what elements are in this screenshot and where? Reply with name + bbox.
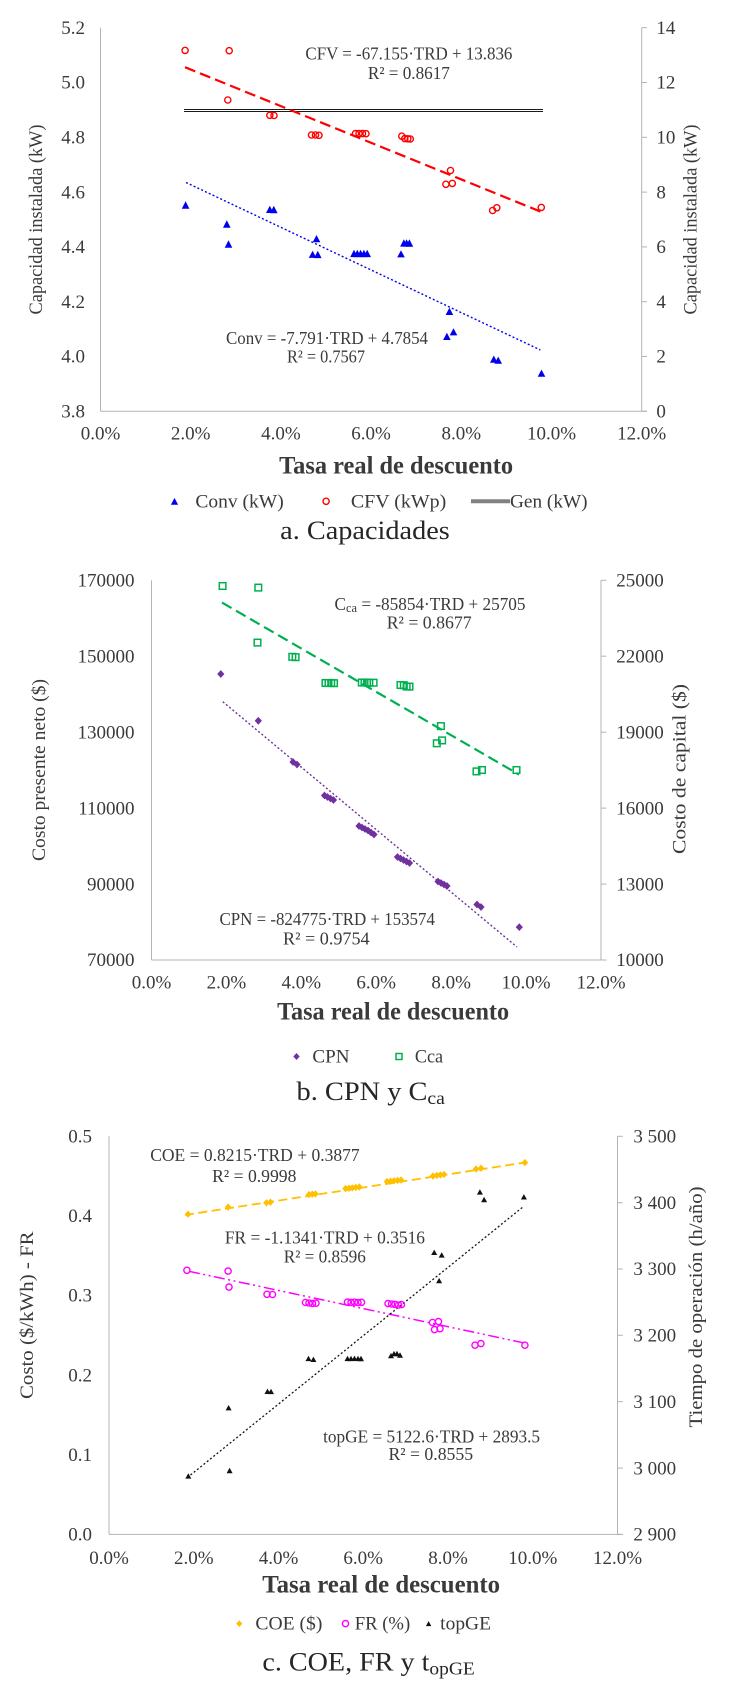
svg-text:Conv = -7.791·TRD + 4.7854: Conv = -7.791·TRD + 4.7854: [226, 328, 428, 348]
svg-text:130000: 130000: [78, 722, 135, 743]
svg-text:150000: 150000: [78, 646, 135, 667]
svg-text:5.2: 5.2: [61, 18, 85, 39]
svg-text:5.0: 5.0: [61, 73, 85, 94]
svg-text:10: 10: [656, 128, 675, 149]
svg-text:FR (%): FR (%): [355, 1614, 411, 1635]
svg-text:0.3: 0.3: [68, 1286, 92, 1307]
svg-text:70000: 70000: [87, 950, 135, 971]
svg-text:2: 2: [656, 347, 666, 368]
svg-text:4.0%: 4.0%: [259, 1548, 299, 1569]
svg-text:a. Capacidades: a. Capacidades: [280, 516, 450, 545]
svg-text:0.5: 0.5: [68, 1127, 92, 1148]
svg-text:3 300: 3 300: [633, 1259, 676, 1280]
svg-text:110000: 110000: [78, 798, 134, 819]
svg-text:CPN: CPN: [312, 1047, 349, 1068]
svg-text:4.0%: 4.0%: [282, 973, 322, 994]
svg-text:4: 4: [656, 292, 666, 313]
svg-text:Conv (kW): Conv (kW): [195, 491, 283, 512]
svg-text:Cca = -85854·TRD + 25705: Cca = -85854·TRD + 25705: [335, 594, 526, 615]
svg-text:12.0%: 12.0%: [617, 424, 666, 445]
svg-text:10000: 10000: [616, 950, 664, 971]
svg-text:4.6: 4.6: [61, 182, 85, 203]
svg-text:16000: 16000: [616, 798, 664, 819]
svg-text:Tasa real de descuento: Tasa real de descuento: [277, 998, 509, 1025]
svg-text:22000: 22000: [616, 646, 664, 667]
svg-text:0.2: 0.2: [68, 1365, 92, 1386]
svg-text:c. COE, FR y topGE: c. COE, FR y t opGE: [262, 1648, 474, 1679]
svg-text:12.0%: 12.0%: [593, 1548, 642, 1569]
svg-text:R² = 0.8555: R² = 0.8555: [388, 1444, 473, 1464]
svg-text:COE ($): COE ($): [255, 1614, 322, 1635]
svg-text:6.0%: 6.0%: [343, 1548, 383, 1569]
svg-text:13000: 13000: [616, 874, 664, 895]
svg-text:10.0%: 10.0%: [502, 973, 551, 994]
svg-text:6.0%: 6.0%: [351, 424, 391, 445]
svg-text:0.0%: 0.0%: [89, 1548, 129, 1569]
svg-text:2 900: 2 900: [633, 1525, 676, 1546]
svg-text:0.1: 0.1: [68, 1445, 92, 1466]
svg-text:3 500: 3 500: [633, 1127, 676, 1148]
svg-text:R² = 0.9998: R² = 0.9998: [212, 1166, 296, 1186]
svg-text:Costo de capital ($): Costo de capital ($): [670, 684, 691, 854]
svg-text:Cca: Cca: [415, 1047, 444, 1068]
svg-text:3 000: 3 000: [633, 1458, 676, 1479]
svg-text:4.2: 4.2: [61, 292, 85, 313]
svg-text:2.0%: 2.0%: [207, 973, 247, 994]
svg-text:4.0: 4.0: [61, 347, 85, 368]
svg-text:Capacidad instalada (kW): Capacidad instalada (kW): [681, 125, 702, 315]
svg-text:b. CPN y Cca: b. CPN y Cca: [297, 1077, 445, 1108]
svg-text:Tasa real de descuento: Tasa real de descuento: [262, 1572, 500, 1599]
svg-text:12: 12: [656, 73, 675, 94]
svg-text:2.0%: 2.0%: [171, 424, 211, 445]
svg-text:topGE: topGE: [440, 1614, 491, 1635]
svg-text:COE = 0.8215·TRD + 0.3877: COE = 0.8215·TRD + 0.3877: [150, 1145, 359, 1165]
svg-text:0.0: 0.0: [68, 1525, 92, 1546]
svg-text:R² = 0.8617: R² = 0.8617: [368, 63, 450, 83]
svg-text:R² = 0.9754: R² = 0.9754: [283, 928, 370, 948]
svg-text:Gen (kW): Gen (kW): [510, 491, 588, 512]
svg-text:3 100: 3 100: [633, 1392, 676, 1413]
svg-text:10.0%: 10.0%: [508, 1548, 557, 1569]
svg-text:3 400: 3 400: [633, 1193, 676, 1214]
svg-text:10.0%: 10.0%: [527, 424, 576, 445]
svg-text:4.0%: 4.0%: [261, 424, 301, 445]
svg-text:4.4: 4.4: [61, 237, 85, 258]
svg-text:R² = 0.8596: R² = 0.8596: [284, 1246, 366, 1266]
svg-text:25000: 25000: [616, 571, 664, 592]
svg-text:19000: 19000: [616, 722, 664, 743]
svg-text:6.0%: 6.0%: [356, 973, 396, 994]
svg-text:8.0%: 8.0%: [431, 973, 471, 994]
svg-text:4.8: 4.8: [61, 128, 85, 149]
svg-text:Costo presente neto ($): Costo presente neto ($): [29, 679, 50, 861]
svg-text:90000: 90000: [87, 874, 135, 895]
svg-text:3.8: 3.8: [61, 402, 85, 423]
svg-text:Costo ($/kWh) - FR: Costo ($/kWh) - FR: [17, 1231, 38, 1399]
svg-text:14: 14: [656, 18, 676, 39]
svg-text:Tiempo de operación (h/año): Tiempo de operación (h/año): [686, 1187, 707, 1428]
svg-text:FR = -1.1341·TRD + 0.3516: FR = -1.1341·TRD + 0.3516: [225, 1227, 425, 1247]
svg-text:8: 8: [656, 182, 666, 203]
svg-text:3 200: 3 200: [633, 1326, 676, 1347]
svg-text:R² = 0.8677: R² = 0.8677: [387, 613, 472, 633]
svg-text:Tasa real de descuento: Tasa real de descuento: [279, 453, 513, 480]
svg-text:0.0%: 0.0%: [132, 973, 172, 994]
svg-text:CFV = -67.155·TRD + 13.836: CFV = -67.155·TRD + 13.836: [305, 44, 512, 64]
svg-text:Capacidad instalada (kW): Capacidad instalada (kW): [26, 125, 47, 315]
svg-text:170000: 170000: [78, 571, 135, 592]
svg-text:CPN = -824775·TRD + 153574: CPN = -824775·TRD + 153574: [219, 909, 435, 929]
svg-text:2.0%: 2.0%: [174, 1548, 214, 1569]
svg-text:CFV (kWp): CFV (kWp): [351, 491, 446, 512]
svg-text:0.4: 0.4: [68, 1206, 92, 1227]
svg-text:0: 0: [656, 402, 666, 423]
svg-text:6: 6: [656, 237, 666, 258]
svg-text:8.0%: 8.0%: [442, 424, 482, 445]
svg-text:topGE = 5122.6·TRD + 2893.5: topGE = 5122.6·TRD + 2893.5: [323, 1426, 540, 1446]
svg-text:0.0%: 0.0%: [81, 424, 121, 445]
svg-text:8.0%: 8.0%: [428, 1548, 468, 1569]
svg-text:R² = 0.7567: R² = 0.7567: [287, 346, 365, 366]
svg-text:12.0%: 12.0%: [576, 973, 625, 994]
